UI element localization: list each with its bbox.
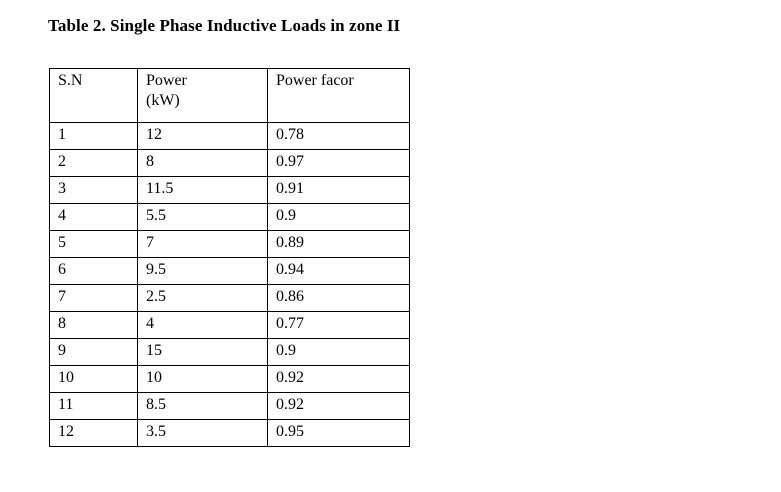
table-row: 2 8 0.97 bbox=[49, 149, 410, 177]
table-row: 3 11.5 0.91 bbox=[49, 176, 410, 204]
cell-power-factor: 0.94 bbox=[267, 257, 410, 285]
column-header-power-factor: Power facor bbox=[267, 68, 410, 123]
table-row: 10 10 0.92 bbox=[49, 365, 410, 393]
cell-power-factor: 0.91 bbox=[267, 176, 410, 204]
cell-power-factor: 0.97 bbox=[267, 149, 410, 177]
cell-power-factor: 0.9 bbox=[267, 203, 410, 231]
table-row: 6 9.5 0.94 bbox=[49, 257, 410, 285]
cell-power-factor: 0.95 bbox=[267, 419, 410, 447]
column-header-sn: S.N bbox=[49, 68, 138, 123]
cell-sn: 11 bbox=[49, 392, 138, 420]
table-header-row: S.N Power (kW) Power facor bbox=[49, 68, 410, 123]
cell-power: 2.5 bbox=[137, 284, 268, 312]
cell-power: 11.5 bbox=[137, 176, 268, 204]
cell-sn: 10 bbox=[49, 365, 138, 393]
cell-power-factor: 0.9 bbox=[267, 338, 410, 366]
table-row: 5 7 0.89 bbox=[49, 230, 410, 258]
table-caption: Table 2. Single Phase Inductive Loads in… bbox=[48, 16, 401, 35]
column-header-sn-label: S.N bbox=[58, 72, 83, 89]
column-header-power-label: Power bbox=[146, 72, 187, 89]
cell-power: 9.5 bbox=[137, 257, 268, 285]
column-header-power: Power (kW) bbox=[137, 68, 268, 123]
cell-sn: 4 bbox=[49, 203, 138, 231]
cell-power: 12 bbox=[137, 122, 268, 150]
table-row: 4 5.5 0.9 bbox=[49, 203, 410, 231]
table-row: 8 4 0.77 bbox=[49, 311, 410, 339]
column-header-power-factor-label: Power facor bbox=[276, 72, 354, 89]
cell-power: 15 bbox=[137, 338, 268, 366]
cell-power-factor: 0.92 bbox=[267, 365, 410, 393]
cell-power: 5.5 bbox=[137, 203, 268, 231]
cell-sn: 2 bbox=[49, 149, 138, 177]
cell-power: 3.5 bbox=[137, 419, 268, 447]
table-row: 9 15 0.9 bbox=[49, 338, 410, 366]
cell-sn: 1 bbox=[49, 122, 138, 150]
cell-power-factor: 0.78 bbox=[267, 122, 410, 150]
table-row: 1 12 0.78 bbox=[49, 122, 410, 150]
table-row: 7 2.5 0.86 bbox=[49, 284, 410, 312]
cell-sn: 12 bbox=[49, 419, 138, 447]
cell-power-factor: 0.86 bbox=[267, 284, 410, 312]
cell-power-factor: 0.92 bbox=[267, 392, 410, 420]
cell-power-factor: 0.89 bbox=[267, 230, 410, 258]
cell-power: 4 bbox=[137, 311, 268, 339]
cell-sn: 7 bbox=[49, 284, 138, 312]
cell-sn: 6 bbox=[49, 257, 138, 285]
table-row: 11 8.5 0.92 bbox=[49, 392, 410, 420]
inductive-loads-table: S.N Power (kW) Power facor 1 12 0.78 2 8 bbox=[49, 68, 410, 447]
cell-sn: 5 bbox=[49, 230, 138, 258]
cell-power: 8.5 bbox=[137, 392, 268, 420]
cell-sn: 9 bbox=[49, 338, 138, 366]
column-header-power-unit: (kW) bbox=[146, 92, 180, 109]
table-row: 12 3.5 0.95 bbox=[49, 419, 410, 447]
cell-sn: 8 bbox=[49, 311, 138, 339]
cell-power: 10 bbox=[137, 365, 268, 393]
cell-power: 8 bbox=[137, 149, 268, 177]
cell-sn: 3 bbox=[49, 176, 138, 204]
cell-power-factor: 0.77 bbox=[267, 311, 410, 339]
table-body: 1 12 0.78 2 8 0.97 3 11.5 0.91 4 5.5 0.9… bbox=[49, 122, 410, 447]
cell-power: 7 bbox=[137, 230, 268, 258]
